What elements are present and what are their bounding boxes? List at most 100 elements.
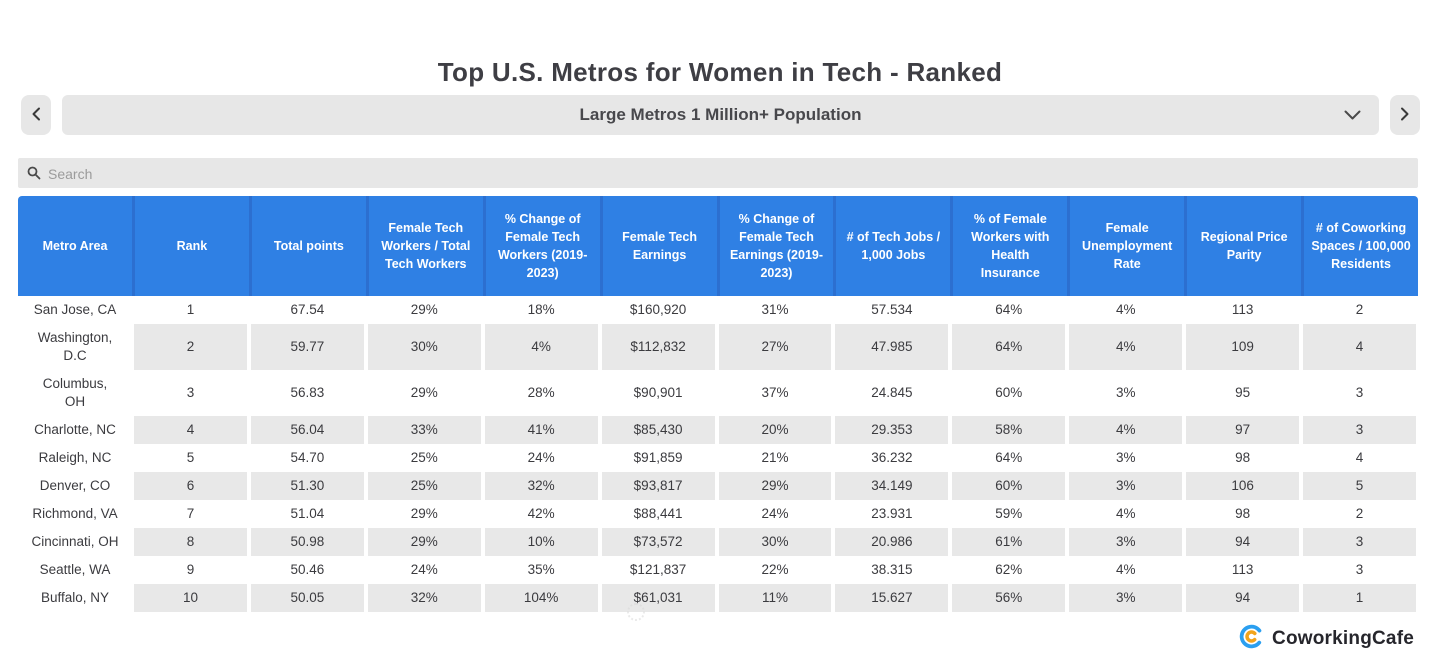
table-cell: 4% [1067,556,1185,584]
column-header-regional-price-parity[interactable]: Regional Price Parity [1184,196,1302,296]
table-cell: 30% [365,324,483,370]
metro-size-dropdown[interactable]: Large Metros 1 Million+ Population [62,95,1379,135]
column-header-change-female-tech-earnings[interactable]: % Change of Female Tech Earnings (2019-2… [716,196,834,296]
column-header-tech-jobs-per-1000[interactable]: # of Tech Jobs / 1,000 Jobs [833,196,951,296]
table-body: San Jose, CA 1 67.54 29% 18% $160,920 31% 57.53… [18,296,1418,612]
table-cell: 20.986 [833,528,951,556]
metro-area-cell: Charlotte, NC [18,416,132,444]
table-cell: 3% [1067,444,1185,472]
table-cell: 54.70 [248,444,366,472]
table-cell: 4% [482,324,600,370]
table-cell: $93,817 [599,472,717,500]
table-cell: 56.04 [248,416,366,444]
metro-area-cell: Raleigh, NC [18,444,132,472]
table-cell: 11% [716,584,834,612]
table-cell: 24% [365,556,483,584]
table-cell: 4 [1301,324,1418,370]
table-cell: 23.931 [833,500,951,528]
table-row: Seattle, WA 9 50.46 24% 35% $121,837 22% 38.315… [18,556,1418,584]
table-cell: 50.46 [248,556,366,584]
metro-area-cell: Washington, D.C [18,324,132,370]
table-cell: 32% [365,584,483,612]
column-header-female-unemployment-rate[interactable]: Female Unemployment Rate [1067,196,1185,296]
table-row: Richmond, VA 7 51.04 29% 42% $88,441 24% 23.931… [18,500,1418,528]
table-cell: 29% [365,528,483,556]
column-header-rank[interactable]: Rank [132,196,249,296]
metro-area-cell: Seattle, WA [18,556,132,584]
metro-area-cell: San Jose, CA [18,296,132,324]
table-row: Columbus, OH 3 56.83 29% 28% $90,901 37% 24.845… [18,370,1418,416]
table-cell: $73,572 [599,528,717,556]
table-cell: 64% [950,296,1068,324]
table-cell: 4% [1067,324,1185,370]
table-cell: 35% [482,556,600,584]
table-cell: 113 [1184,296,1302,324]
column-header-female-health-insurance[interactable]: % of Female Workers with Health Insuranc… [950,196,1068,296]
table-cell: 2 [1301,296,1418,324]
table-cell: 20% [716,416,834,444]
table-cell: 30% [716,528,834,556]
table-cell: 2 [132,324,249,370]
coworkingcafe-logo[interactable]: CoworkingCafe [1238,624,1414,654]
table-cell: 22% [716,556,834,584]
table-cell: 42% [482,500,600,528]
table-cell: 25% [365,444,483,472]
table-cell: 113 [1184,556,1302,584]
table-cell: 64% [950,324,1068,370]
table-cell: $91,859 [599,444,717,472]
table-cell: 104% [482,584,600,612]
column-header-metro-area[interactable]: Metro Area [18,196,132,296]
table-cell: 61% [950,528,1068,556]
table-cell: 33% [365,416,483,444]
table-cell: 3 [1301,370,1418,416]
table-row: Buffalo, NY 10 50.05 32% 104% $61,031 11% 15.62… [18,584,1418,612]
column-header-coworking-spaces[interactable]: # of Coworking Spaces / 100,000 Resident… [1301,196,1418,296]
table-cell: 3% [1067,528,1185,556]
metro-area-cell: Cincinnati, OH [18,528,132,556]
table-cell: 50.05 [248,584,366,612]
table-cell: 29.353 [833,416,951,444]
table-cell: 3 [132,370,249,416]
table-cell: $121,837 [599,556,717,584]
next-table-button[interactable] [1390,95,1420,135]
table-selector-controls: Large Metros 1 Million+ Population [21,95,1420,135]
table-cell: 95 [1184,370,1302,416]
table-cell: 9 [132,556,249,584]
column-header-change-female-tech-workers[interactable]: % Change of Female Tech Workers (2019-20… [482,196,600,296]
metro-area-cell: Richmond, VA [18,500,132,528]
table-cell: 97 [1184,416,1302,444]
table-cell: 67.54 [248,296,366,324]
table-cell: 3 [1301,556,1418,584]
metro-area-cell: Columbus, OH [18,370,132,416]
table-cell: 4% [1067,296,1185,324]
table-row: Washington, D.C 2 59.77 30% 4% $112,832 27% 47.… [18,324,1418,370]
table-cell: 3% [1067,370,1185,416]
table-cell: 4 [1301,444,1418,472]
coworkingcafe-logo-text: CoworkingCafe [1272,628,1414,649]
table-cell: 27% [716,324,834,370]
metro-area-cell: Buffalo, NY [18,584,132,612]
column-header-female-tech-earnings[interactable]: Female Tech Earnings [599,196,717,296]
table-cell: 29% [365,370,483,416]
column-header-total-points[interactable]: Total points [248,196,366,296]
table-row: Denver, CO 6 51.30 25% 32% $93,817 29% 34.149 60… [18,472,1418,500]
table-cell: 2 [1301,500,1418,528]
table-cell: 3% [1067,584,1185,612]
table-cell: 21% [716,444,834,472]
column-header-female-tech-workers-ratio[interactable]: Female Tech Workers / Total Tech Workers [365,196,483,296]
table-row: San Jose, CA 1 67.54 29% 18% $160,920 31% 57.53… [18,296,1418,324]
table-cell: 41% [482,416,600,444]
table-cell: $90,901 [599,370,717,416]
table-cell: $112,832 [599,324,717,370]
search-input[interactable] [46,158,1410,190]
table-cell: $88,441 [599,500,717,528]
prev-table-button[interactable] [21,95,51,135]
table-cell: 24% [716,500,834,528]
table-cell: 34.149 [833,472,951,500]
table-cell: 37% [716,370,834,416]
table-cell: 15.627 [833,584,951,612]
table-cell: 5 [1301,472,1418,500]
table-cell: 47.985 [833,324,951,370]
table-header-row: Metro Area Rank Total points Female Tech… [18,196,1418,296]
